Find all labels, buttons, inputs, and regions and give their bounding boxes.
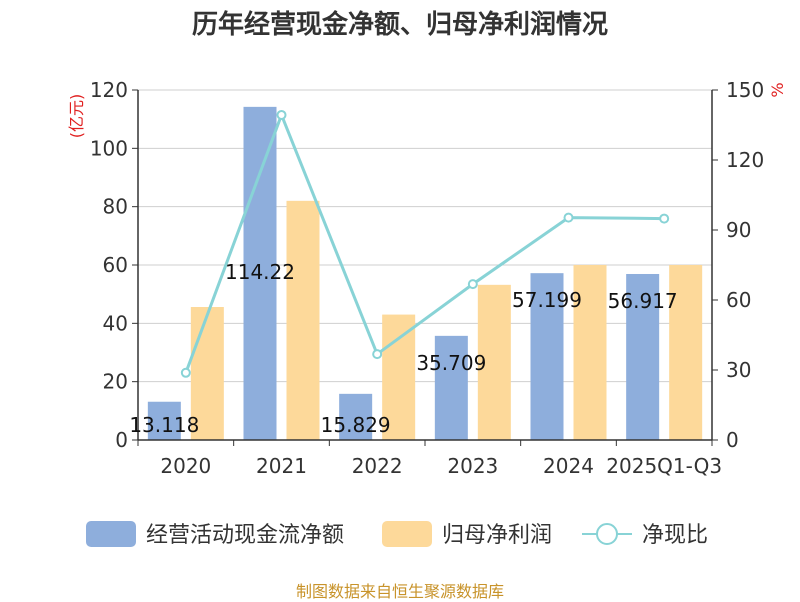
bar bbox=[669, 265, 703, 440]
bar-data-label: 56.917 bbox=[608, 289, 678, 313]
x-tick-label: 2023 bbox=[447, 454, 498, 478]
bar bbox=[626, 273, 660, 440]
x-tick-label: 2022 bbox=[352, 454, 403, 478]
bar bbox=[243, 106, 277, 440]
bar bbox=[147, 401, 181, 440]
grid-lines bbox=[138, 89, 712, 383]
y-right-tick-label: 0 bbox=[726, 428, 739, 452]
bars bbox=[147, 106, 703, 440]
y-left-tick-label: 20 bbox=[103, 370, 128, 394]
ratio-line bbox=[180, 109, 670, 378]
legend: 经营活动现金流净额 归母净利润 净现比 bbox=[86, 521, 708, 548]
bar-data-label: 15.829 bbox=[321, 413, 391, 437]
y-right-tick-label: 150 bbox=[726, 78, 764, 102]
y-left-tick-label: 120 bbox=[90, 78, 128, 102]
x-tick-label: 2025Q1-Q3 bbox=[606, 454, 722, 478]
y-left-tick-label: 100 bbox=[90, 136, 128, 160]
line-point bbox=[563, 212, 574, 223]
bar-data-label: 114.22 bbox=[225, 260, 295, 284]
y-left-tick-label: 0 bbox=[115, 428, 128, 452]
y-left-tick-label: 80 bbox=[103, 195, 128, 219]
line-point bbox=[372, 349, 383, 360]
legend-swatch bbox=[86, 521, 136, 547]
bar bbox=[339, 393, 373, 440]
line-point bbox=[659, 213, 670, 224]
y-left-tick-label: 60 bbox=[103, 253, 128, 277]
bar bbox=[477, 284, 511, 440]
bar-data-label: 13.118 bbox=[129, 413, 199, 437]
bar-data-label: 35.709 bbox=[416, 351, 486, 375]
bar bbox=[434, 335, 468, 440]
y-right-tick-label: 120 bbox=[726, 148, 764, 172]
x-tick-label: 2020 bbox=[160, 454, 211, 478]
line-point bbox=[276, 109, 287, 120]
legend-label: 经营活动现金流净额 bbox=[146, 523, 344, 548]
y-left-axis-title: (亿元) bbox=[67, 94, 86, 139]
line-point bbox=[467, 279, 478, 290]
legend-label: 归母净利润 bbox=[442, 523, 552, 548]
bar bbox=[190, 307, 224, 440]
x-tick-label: 2021 bbox=[256, 454, 307, 478]
line-point bbox=[180, 367, 191, 378]
bar-data-label: 57.199 bbox=[512, 288, 582, 312]
legend-label: 净现比 bbox=[642, 523, 708, 548]
line-series bbox=[184, 110, 665, 374]
bar bbox=[382, 314, 416, 440]
source-note: 制图数据来自恒生聚源数据库 bbox=[295, 582, 504, 601]
y-right-tick-label: 60 bbox=[726, 288, 751, 312]
x-tick-label: 2024 bbox=[543, 454, 594, 478]
bar bbox=[573, 265, 607, 440]
y-right-tick-label: 30 bbox=[726, 358, 751, 382]
legend-marker bbox=[596, 523, 618, 545]
chart-title: 历年经营现金净额、归母净利润情况 bbox=[191, 10, 608, 40]
y-left-tick-label: 40 bbox=[103, 311, 128, 335]
y-right-tick-label: 90 bbox=[726, 218, 751, 242]
bar bbox=[530, 273, 564, 440]
data-labels: 13.118 114.22 15.829 35.709 57.199 56.917 bbox=[129, 260, 677, 437]
legend-swatch bbox=[382, 521, 432, 547]
bar bbox=[286, 200, 320, 440]
y-right-axis-title: % bbox=[768, 82, 787, 97]
axes: 0 20 40 60 80 100 120 0 30 60 90 120 150 2020 2021 2022… bbox=[67, 78, 787, 478]
